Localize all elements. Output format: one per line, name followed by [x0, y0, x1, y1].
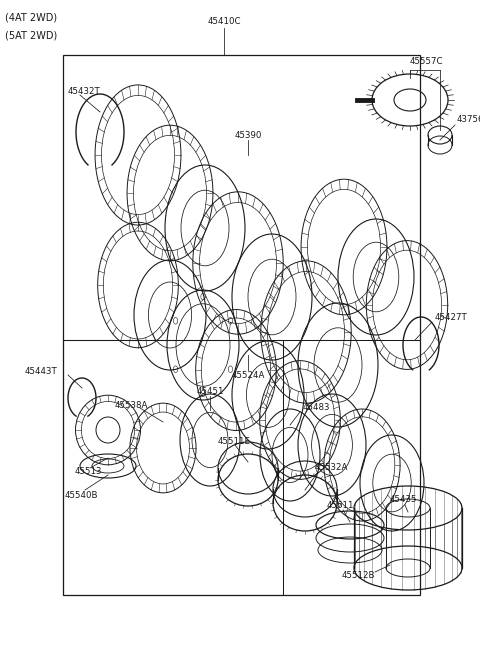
Text: 45435: 45435 — [389, 495, 417, 504]
Text: 45483: 45483 — [303, 403, 331, 413]
Text: 45557C: 45557C — [409, 58, 443, 66]
Text: 45538A: 45538A — [115, 401, 148, 409]
Bar — [63, 340, 283, 595]
Text: 45512B: 45512B — [341, 571, 375, 581]
Bar — [63, 55, 420, 595]
Text: 45443T: 45443T — [25, 367, 58, 377]
Text: 45540B: 45540B — [65, 491, 98, 499]
Text: 45511E: 45511E — [218, 438, 251, 447]
Text: 45427T: 45427T — [435, 314, 468, 323]
Text: 45410C: 45410C — [207, 18, 241, 26]
Text: 45532A: 45532A — [315, 464, 348, 472]
Text: (5AT 2WD): (5AT 2WD) — [5, 30, 57, 40]
Text: 45390: 45390 — [234, 131, 262, 140]
Text: 45451: 45451 — [196, 388, 224, 396]
Text: 45432T: 45432T — [68, 87, 101, 96]
Text: 45524A: 45524A — [231, 371, 264, 380]
Text: 45611: 45611 — [326, 501, 354, 510]
Text: 43756A: 43756A — [457, 115, 480, 125]
Text: 45513: 45513 — [75, 468, 103, 476]
Text: (4AT 2WD): (4AT 2WD) — [5, 12, 57, 22]
